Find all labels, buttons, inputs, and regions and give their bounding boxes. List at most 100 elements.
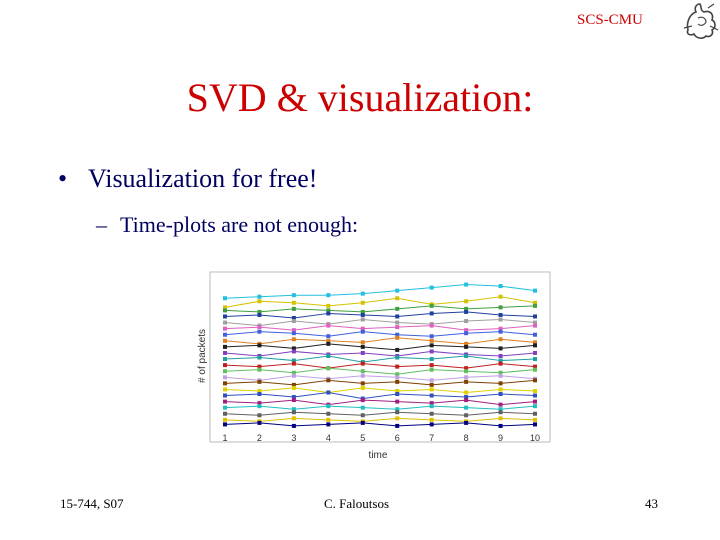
data-point [326, 293, 331, 298]
data-point [291, 407, 296, 412]
data-point [360, 344, 365, 349]
data-point [464, 413, 469, 418]
series-line [224, 387, 536, 393]
data-point [533, 399, 537, 404]
data-point [326, 341, 331, 346]
data-point [498, 381, 503, 386]
data-point [326, 366, 331, 371]
data-point [326, 303, 331, 308]
series-line [224, 311, 536, 319]
footer-author: C. Faloutsos [324, 496, 390, 511]
series-line [224, 411, 536, 416]
data-point [223, 387, 227, 392]
data-point [464, 398, 469, 403]
data-point [429, 303, 434, 308]
series-3 [223, 309, 537, 320]
data-point [360, 309, 365, 314]
data-point [257, 355, 262, 360]
data-point [533, 411, 537, 416]
data-point [291, 346, 296, 351]
data-point [429, 311, 434, 316]
data-point [257, 413, 262, 418]
data-point [223, 344, 227, 349]
data-point [360, 291, 365, 296]
series-2 [223, 303, 537, 314]
series-line [224, 391, 536, 400]
data-point [223, 417, 227, 422]
data-point [257, 294, 262, 299]
series-17 [223, 398, 537, 407]
data-point [360, 326, 365, 331]
data-point [257, 367, 262, 372]
data-point [464, 375, 469, 380]
data-point [223, 399, 227, 404]
data-point [326, 354, 331, 358]
data-point [429, 357, 434, 362]
data-point [360, 420, 365, 425]
data-point [291, 370, 296, 375]
data-point [291, 373, 296, 378]
data-point [498, 410, 503, 415]
data-point [429, 349, 434, 354]
data-point [291, 423, 296, 428]
data-point [257, 312, 262, 317]
data-point [498, 416, 503, 421]
x-axis-label: time [369, 450, 388, 461]
data-point [498, 373, 503, 378]
data-point [257, 388, 262, 393]
data-point [498, 358, 503, 363]
data-point [464, 344, 469, 349]
data-point [360, 312, 365, 317]
data-point [360, 398, 365, 403]
x-tick-label: 9 [498, 433, 503, 443]
data-point [533, 378, 537, 383]
data-point [223, 411, 227, 416]
data-point [395, 372, 400, 377]
series-18 [223, 404, 537, 412]
data-point [429, 417, 434, 422]
x-tick-label: 10 [530, 433, 540, 443]
data-point [395, 320, 400, 325]
data-point [326, 404, 331, 409]
data-point [464, 369, 469, 374]
x-tick-label: 2 [257, 433, 262, 443]
x-tick-label: 6 [395, 433, 400, 443]
data-point [326, 378, 331, 383]
data-point [533, 367, 537, 372]
data-point [326, 311, 331, 316]
data-point [395, 296, 400, 301]
series-19 [223, 410, 537, 418]
data-point [464, 309, 469, 314]
data-point [223, 320, 227, 325]
data-point [498, 337, 503, 342]
data-point [291, 410, 296, 415]
data-point [326, 323, 331, 328]
data-point [395, 423, 400, 428]
data-point [291, 382, 296, 387]
data-point [395, 410, 400, 415]
data-point [291, 337, 296, 342]
data-point [360, 350, 365, 355]
data-point [326, 390, 331, 395]
series-line [224, 379, 536, 386]
data-point [498, 317, 503, 322]
data-point [498, 305, 503, 310]
data-point [498, 312, 503, 317]
data-point [533, 417, 537, 422]
data-point [429, 367, 434, 372]
data-point [326, 334, 331, 339]
data-point [257, 392, 262, 396]
data-point [223, 375, 227, 380]
series-12 [223, 366, 537, 377]
data-point [429, 382, 434, 387]
data-point [223, 332, 227, 337]
data-point [429, 404, 434, 409]
data-point [360, 317, 365, 322]
data-point [257, 343, 262, 348]
data-point [291, 358, 296, 363]
series-line [224, 305, 536, 313]
data-point [464, 341, 469, 346]
data-point [533, 320, 537, 325]
data-point [464, 331, 469, 336]
data-point [429, 401, 434, 406]
